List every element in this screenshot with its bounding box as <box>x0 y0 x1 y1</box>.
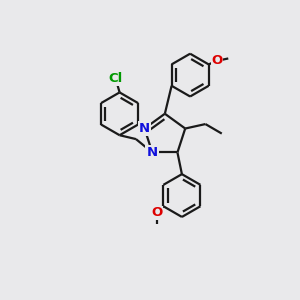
Text: Cl: Cl <box>109 72 123 85</box>
Text: N: N <box>139 122 150 135</box>
Text: O: O <box>151 206 163 219</box>
Text: O: O <box>212 54 223 67</box>
Text: N: N <box>147 146 158 159</box>
